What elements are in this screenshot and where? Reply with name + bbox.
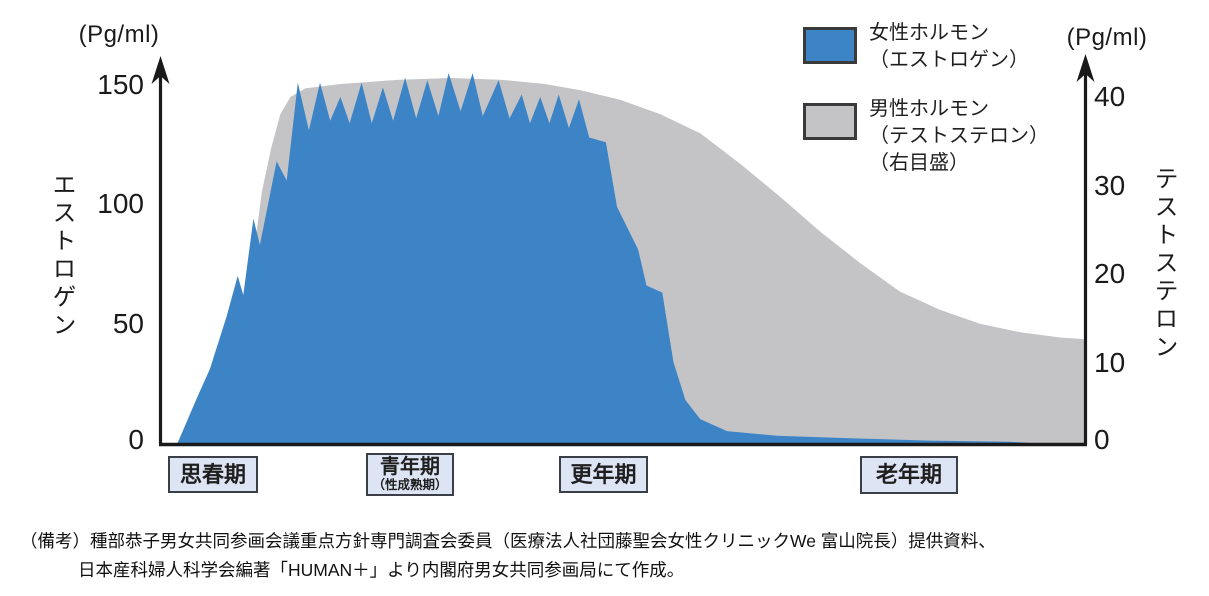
stage-box-puberty: 思春期 (168, 456, 258, 493)
stage-sublabel: （性成熟期） (372, 478, 448, 492)
estrogen-swatch-icon (803, 27, 857, 64)
stage-label: 老年期 (875, 462, 942, 487)
stage-box-menopause: 更年期 (559, 456, 648, 493)
right-axis-unit: (Pg/ml) (1066, 24, 1148, 51)
footnote: （備考）種部恭子男女共同参画会議重点方針専門調査会委員（医療法人社団藤聖会女性ク… (0, 527, 1209, 585)
testosterone-legend-label: 男性ホルモン （テストステロン） （右目盛） (869, 96, 1049, 177)
stage-label: 思春期 (179, 461, 246, 487)
legend-line: （エストロゲン） (869, 49, 1029, 71)
legend: 女性ホルモン （エストロゲン） 男性ホルモン （テストステロン） （右目盛） (803, 20, 1103, 199)
estrogen-legend-label: 女性ホルモン （エストロゲン） (869, 20, 1029, 74)
right-tick-30: 30 (1094, 170, 1126, 201)
right-tick-40: 40 (1094, 81, 1126, 112)
left-tick-50: 50 (112, 308, 144, 339)
legend-line: （テストステロン） (869, 125, 1049, 147)
left-axis-unit: (Pg/ml) (78, 21, 160, 48)
testosterone-swatch-icon (803, 103, 857, 140)
legend-line: 女性ホルモン (869, 22, 989, 44)
right-tick-10: 10 (1094, 347, 1126, 378)
footnote-line-2: 日本産科婦人科学会編著「HUMAN＋」より内閣府男女共同参画局にて作成。 (78, 560, 685, 580)
stage-label: 青年期 (380, 456, 440, 478)
left-axis-title: エストロゲン (48, 172, 75, 340)
left-tick-150: 150 (97, 69, 144, 100)
left-tick-100: 100 (97, 188, 144, 219)
legend-item-estrogen: 女性ホルモン （エストロゲン） (803, 20, 1103, 74)
right-axis-title: テストステロン (1150, 166, 1177, 362)
right-tick-0: 0 (1094, 424, 1110, 455)
right-tick-20: 20 (1094, 258, 1126, 289)
stage-label: 更年期 (570, 461, 637, 487)
footnote-line-1: （備考）種部恭子男女共同参画会議重点方針専門調査会委員（医療法人社団藤聖会女性ク… (20, 531, 996, 551)
legend-item-testosterone: 男性ホルモン （テストステロン） （右目盛） (803, 96, 1103, 177)
stage-box-young-adult: 青年期 （性成熟期） (366, 453, 454, 496)
stage-box-old-age: 老年期 (860, 456, 958, 494)
left-tick-0: 0 (128, 424, 144, 455)
chart-canvas (151, 54, 1095, 447)
legend-line: 男性ホルモン (869, 98, 989, 120)
legend-line: （右目盛） (869, 152, 969, 174)
